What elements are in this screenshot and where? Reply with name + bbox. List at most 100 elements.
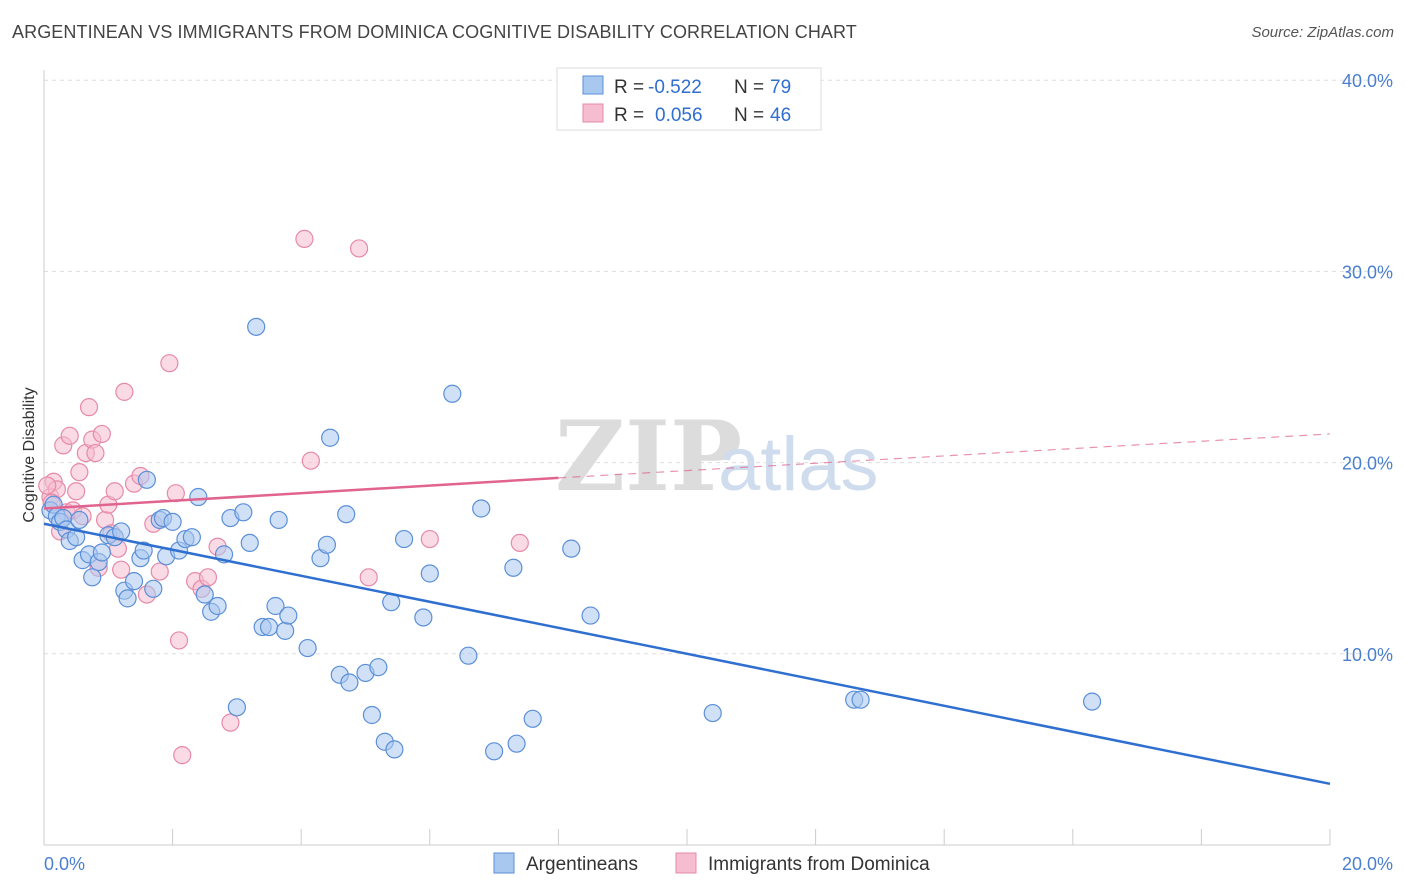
argentineans-point-13 xyxy=(92,543,111,562)
argentineans-point-75 xyxy=(1082,692,1102,711)
argentineans-point-64 xyxy=(459,646,478,665)
argentineans-point-30 xyxy=(182,528,201,547)
argentineans-point-19 xyxy=(124,572,144,591)
x-tick-labels: 0.0% 20.0% xyxy=(44,854,1393,874)
argentineans-point-60 xyxy=(394,529,414,549)
dominica-point-22 xyxy=(112,560,131,579)
argentineans-point-50 xyxy=(321,428,340,447)
stats-r-value-pink: 0.056 xyxy=(655,105,703,126)
argentineans-point-66 xyxy=(485,742,504,761)
argentineans-point-52 xyxy=(337,505,356,524)
argentineans-point-59 xyxy=(385,740,404,759)
dominica-point-38 xyxy=(295,229,314,248)
argentineans-point-69 xyxy=(523,709,542,728)
argentineans-point-40 xyxy=(247,317,266,336)
dominica-point-44 xyxy=(38,476,57,495)
dominica-point-29 xyxy=(160,354,179,373)
dominica-point-35 xyxy=(198,568,218,587)
dominica-point-23 xyxy=(115,382,134,401)
argentineans-point-46 xyxy=(279,606,298,625)
x-tick-label-max: 20.0% xyxy=(1342,854,1393,874)
series-legend: Argentineans Immigrants from Dominica xyxy=(493,852,930,875)
dominica-point-31 xyxy=(169,631,189,650)
argentineans-point-55 xyxy=(362,705,382,725)
argentineans-point-7 xyxy=(67,528,86,547)
argentineans-point-45 xyxy=(276,621,295,640)
dominica-point-40 xyxy=(349,239,369,258)
y-tick-labels: 10.0% 20.0% 30.0% 40.0% xyxy=(1342,71,1393,665)
y-tick-label-10: 10.0% xyxy=(1342,645,1393,665)
dominica-point-20 xyxy=(105,482,124,501)
stats-legend-swatch-pink xyxy=(582,103,604,123)
argentineans-point-47 xyxy=(298,638,317,658)
y-tick-label-30: 30.0% xyxy=(1342,262,1393,282)
stats-r-label-blue: R = xyxy=(614,77,644,98)
argentineans-point-71 xyxy=(581,606,600,625)
stats-r-label-pink: R = xyxy=(614,105,644,126)
trend-line-dominica xyxy=(43,476,559,510)
argentineans-point-53 xyxy=(340,673,359,692)
argentineans-point-39 xyxy=(240,533,259,553)
dominica-point-42 xyxy=(420,529,439,549)
argentineans-point-65 xyxy=(472,499,491,518)
chart-title: ARGENTINEAN VS IMMIGRANTS FROM DOMINICA … xyxy=(12,22,857,42)
argentineans-point-34 xyxy=(208,596,227,616)
series-argentineans xyxy=(41,317,1102,761)
argentineans-point-32 xyxy=(195,585,214,604)
argentineans-point-62 xyxy=(420,564,439,583)
trend-lines xyxy=(43,433,1331,786)
stats-n-value-blue: 79 xyxy=(770,77,791,98)
dominica-point-12 xyxy=(79,398,99,417)
argentineans-point-22 xyxy=(137,470,156,489)
argentineans-point-27 xyxy=(163,512,182,531)
argentineans-point-37 xyxy=(227,698,246,717)
dominica-point-32 xyxy=(173,746,192,765)
watermark-zip: ZIP xyxy=(555,400,742,513)
stats-n-value-pink: 46 xyxy=(770,105,791,126)
argentineans-point-43 xyxy=(266,596,285,616)
dominica-point-16 xyxy=(92,424,111,444)
legend-label-dominica: Immigrants from Dominica xyxy=(708,854,930,875)
dominica-point-39 xyxy=(301,451,320,470)
argentineans-point-70 xyxy=(562,539,581,558)
stats-legend-swatch-blue xyxy=(582,75,604,95)
argentineans-point-8 xyxy=(70,510,89,530)
legend-swatch-dominica xyxy=(675,852,697,874)
argentineans-point-11 xyxy=(83,568,102,587)
source-credit: Source: ZipAtlas.com xyxy=(1251,24,1394,41)
dominica-point-41 xyxy=(359,568,378,587)
argentineans-point-42 xyxy=(259,617,279,637)
dominica-point-43 xyxy=(510,533,529,553)
argentineans-point-38 xyxy=(234,503,253,522)
legend-label-argentineans: Argentineans xyxy=(526,854,638,875)
argentineans-point-72 xyxy=(703,703,722,723)
dominica-point-28 xyxy=(150,562,169,581)
x-tick-label-min: 0.0% xyxy=(44,854,85,874)
y-tick-label-40: 40.0% xyxy=(1342,71,1393,91)
argentineans-point-21 xyxy=(134,541,153,560)
argentineans-point-56 xyxy=(369,658,388,677)
argentineans-point-63 xyxy=(443,384,462,403)
argentineans-point-67 xyxy=(504,558,523,577)
stats-legend: R = -0.522 N = 79 R = 0.056 N = 46 xyxy=(556,67,822,131)
argentineans-point-74 xyxy=(851,690,870,709)
argentineans-point-31 xyxy=(189,487,208,507)
stats-r-value-blue: -0.522 xyxy=(648,77,702,98)
grid-lines xyxy=(44,79,1392,655)
y-tick-label-20: 20.0% xyxy=(1342,454,1393,474)
legend-swatch-argentineans xyxy=(493,852,515,874)
trend-line-dominica-extension xyxy=(558,433,1331,479)
stats-n-label-pink: N = xyxy=(734,105,764,126)
stats-n-label-blue: N = xyxy=(734,77,764,98)
argentineans-point-18 xyxy=(118,589,137,608)
argentineans-point-61 xyxy=(414,608,433,627)
dominica-point-6 xyxy=(60,426,79,445)
trend-line-argentineans xyxy=(43,522,1331,786)
argentineans-point-49 xyxy=(317,535,337,554)
argentineans-point-44 xyxy=(269,510,288,530)
dominica-point-9 xyxy=(70,463,89,482)
y-axis-label: Cognitive Disability xyxy=(21,387,38,522)
argentineans-point-68 xyxy=(507,734,526,753)
axes xyxy=(43,70,1331,846)
